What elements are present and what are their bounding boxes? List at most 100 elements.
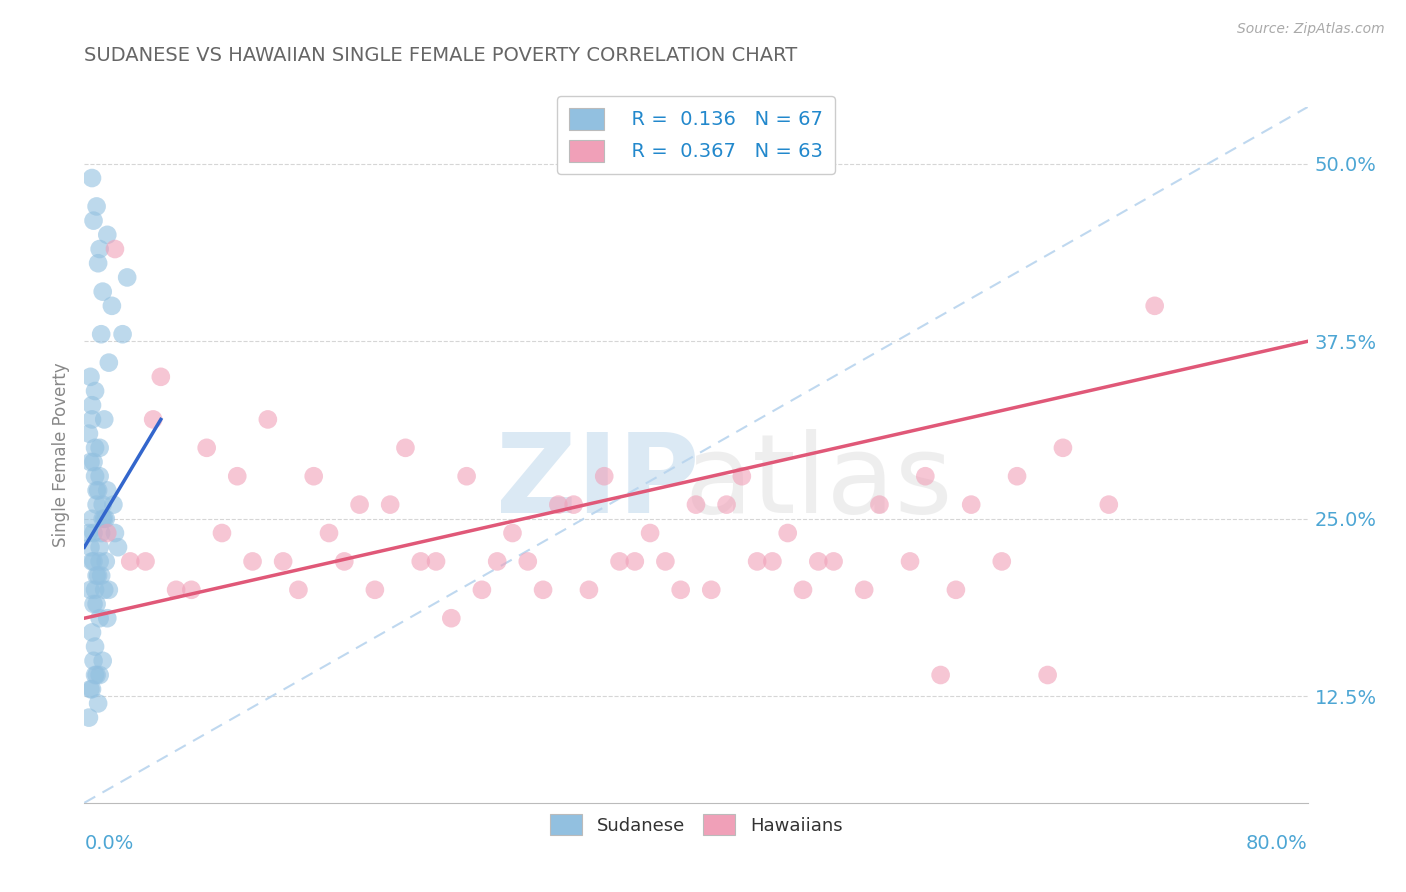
- Point: [685, 498, 707, 512]
- Text: atlas: atlas: [685, 429, 952, 536]
- Point: [562, 498, 585, 512]
- Point: [531, 582, 554, 597]
- Point: [425, 554, 447, 568]
- Point: [1036, 668, 1059, 682]
- Point: [83, 597, 105, 611]
- Point: [96, 611, 118, 625]
- Point: [180, 582, 202, 597]
- Point: [165, 582, 187, 597]
- Point: [89, 441, 111, 455]
- Point: [80, 512, 103, 526]
- Point: [111, 327, 134, 342]
- Point: [96, 526, 118, 541]
- Point: [91, 498, 114, 512]
- Point: [84, 582, 107, 597]
- Point: [547, 498, 569, 512]
- Point: [87, 697, 110, 711]
- Point: [96, 227, 118, 242]
- Point: [502, 526, 524, 541]
- Point: [89, 540, 111, 554]
- Point: [89, 611, 111, 625]
- Point: [93, 512, 115, 526]
- Point: [89, 554, 111, 568]
- Point: [349, 498, 371, 512]
- Point: [80, 398, 103, 412]
- Point: [669, 582, 692, 597]
- Point: [807, 554, 830, 568]
- Point: [80, 171, 103, 186]
- Point: [135, 554, 157, 568]
- Point: [93, 412, 115, 426]
- Point: [380, 498, 402, 512]
- Point: [86, 498, 108, 512]
- Point: [80, 682, 103, 697]
- Point: [86, 483, 108, 498]
- Point: [761, 554, 783, 568]
- Point: [86, 568, 108, 582]
- Legend: Sudanese, Hawaiians: Sudanese, Hawaiians: [543, 807, 849, 842]
- Point: [80, 412, 103, 426]
- Point: [91, 654, 114, 668]
- Point: [898, 554, 921, 568]
- Point: [94, 554, 117, 568]
- Point: [89, 469, 111, 483]
- Point: [97, 356, 120, 370]
- Point: [333, 554, 356, 568]
- Point: [120, 554, 142, 568]
- Point: [77, 426, 100, 441]
- Point: [90, 568, 112, 582]
- Point: [80, 554, 103, 568]
- Point: [1052, 441, 1074, 455]
- Point: [211, 526, 233, 541]
- Point: [89, 242, 111, 256]
- Text: 0.0%: 0.0%: [84, 834, 134, 853]
- Point: [77, 710, 100, 724]
- Point: [869, 498, 891, 512]
- Point: [195, 441, 218, 455]
- Point: [90, 327, 112, 342]
- Point: [115, 270, 138, 285]
- Point: [302, 469, 325, 483]
- Point: [83, 526, 105, 541]
- Point: [945, 582, 967, 597]
- Point: [83, 654, 105, 668]
- Point: [287, 582, 309, 597]
- Point: [1005, 469, 1028, 483]
- Point: [257, 412, 280, 426]
- Point: [929, 668, 952, 682]
- Point: [103, 498, 125, 512]
- Point: [91, 285, 114, 299]
- Point: [77, 526, 100, 541]
- Y-axis label: Single Female Poverty: Single Female Poverty: [52, 363, 70, 547]
- Point: [93, 582, 115, 597]
- Point: [792, 582, 814, 597]
- Point: [79, 582, 101, 597]
- Point: [318, 526, 340, 541]
- Point: [609, 554, 631, 568]
- Point: [960, 498, 983, 512]
- Point: [731, 469, 754, 483]
- Point: [991, 554, 1014, 568]
- Point: [624, 554, 647, 568]
- Point: [83, 455, 105, 469]
- Text: Source: ZipAtlas.com: Source: ZipAtlas.com: [1237, 22, 1385, 37]
- Point: [409, 554, 432, 568]
- Point: [90, 526, 112, 541]
- Point: [79, 369, 101, 384]
- Text: SUDANESE VS HAWAIIAN SINGLE FEMALE POVERTY CORRELATION CHART: SUDANESE VS HAWAIIAN SINGLE FEMALE POVER…: [84, 46, 797, 65]
- Point: [394, 441, 416, 455]
- Point: [83, 213, 105, 227]
- Point: [1143, 299, 1166, 313]
- Point: [84, 441, 107, 455]
- Point: [486, 554, 509, 568]
- Point: [87, 568, 110, 582]
- Point: [226, 469, 249, 483]
- Point: [593, 469, 616, 483]
- Point: [80, 625, 103, 640]
- Point: [104, 526, 127, 541]
- Point: [776, 526, 799, 541]
- Point: [79, 682, 101, 697]
- Point: [84, 640, 107, 654]
- Point: [84, 384, 107, 398]
- Point: [87, 256, 110, 270]
